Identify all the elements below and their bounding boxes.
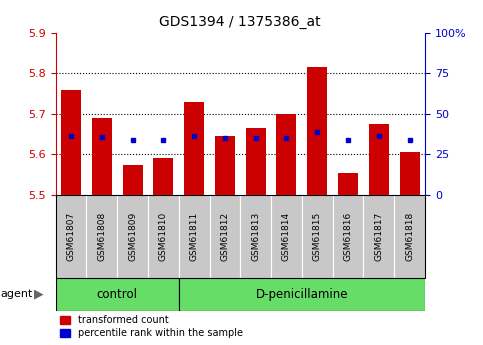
Text: D-penicillamine: D-penicillamine xyxy=(256,288,348,300)
Bar xyxy=(210,195,240,278)
Text: GSM61809: GSM61809 xyxy=(128,212,137,261)
Bar xyxy=(86,195,117,278)
Bar xyxy=(394,195,425,278)
Bar xyxy=(179,195,210,278)
Bar xyxy=(246,128,266,195)
Bar xyxy=(369,124,389,195)
Text: GSM61812: GSM61812 xyxy=(220,212,229,261)
Bar xyxy=(179,278,425,310)
Text: ▶: ▶ xyxy=(34,288,43,300)
Text: GSM61811: GSM61811 xyxy=(190,212,199,261)
Text: GSM61808: GSM61808 xyxy=(97,212,106,261)
Text: GSM61817: GSM61817 xyxy=(374,212,384,261)
Bar xyxy=(364,195,394,278)
Bar xyxy=(148,195,179,278)
Bar xyxy=(117,195,148,278)
Text: GSM61818: GSM61818 xyxy=(405,212,414,261)
Text: control: control xyxy=(97,288,138,300)
Text: GSM61810: GSM61810 xyxy=(159,212,168,261)
Text: GSM61814: GSM61814 xyxy=(282,212,291,261)
Bar xyxy=(302,195,333,278)
Bar xyxy=(153,158,173,195)
Bar xyxy=(276,114,297,195)
Bar xyxy=(61,90,81,195)
Legend: transformed count, percentile rank within the sample: transformed count, percentile rank withi… xyxy=(60,315,243,338)
Text: GSM61815: GSM61815 xyxy=(313,212,322,261)
Bar xyxy=(215,136,235,195)
Bar xyxy=(56,195,86,278)
Text: agent: agent xyxy=(0,289,32,299)
Text: GSM61813: GSM61813 xyxy=(251,212,260,261)
Bar xyxy=(271,195,302,278)
Bar xyxy=(56,278,179,310)
Bar xyxy=(307,67,327,195)
Bar xyxy=(92,118,112,195)
Bar xyxy=(399,152,420,195)
Bar xyxy=(123,165,142,195)
Title: GDS1394 / 1375386_at: GDS1394 / 1375386_at xyxy=(159,15,321,29)
Bar xyxy=(240,195,271,278)
Bar xyxy=(184,102,204,195)
Bar xyxy=(333,195,364,278)
Text: GSM61807: GSM61807 xyxy=(67,212,75,261)
Bar xyxy=(338,172,358,195)
Text: GSM61816: GSM61816 xyxy=(343,212,353,261)
